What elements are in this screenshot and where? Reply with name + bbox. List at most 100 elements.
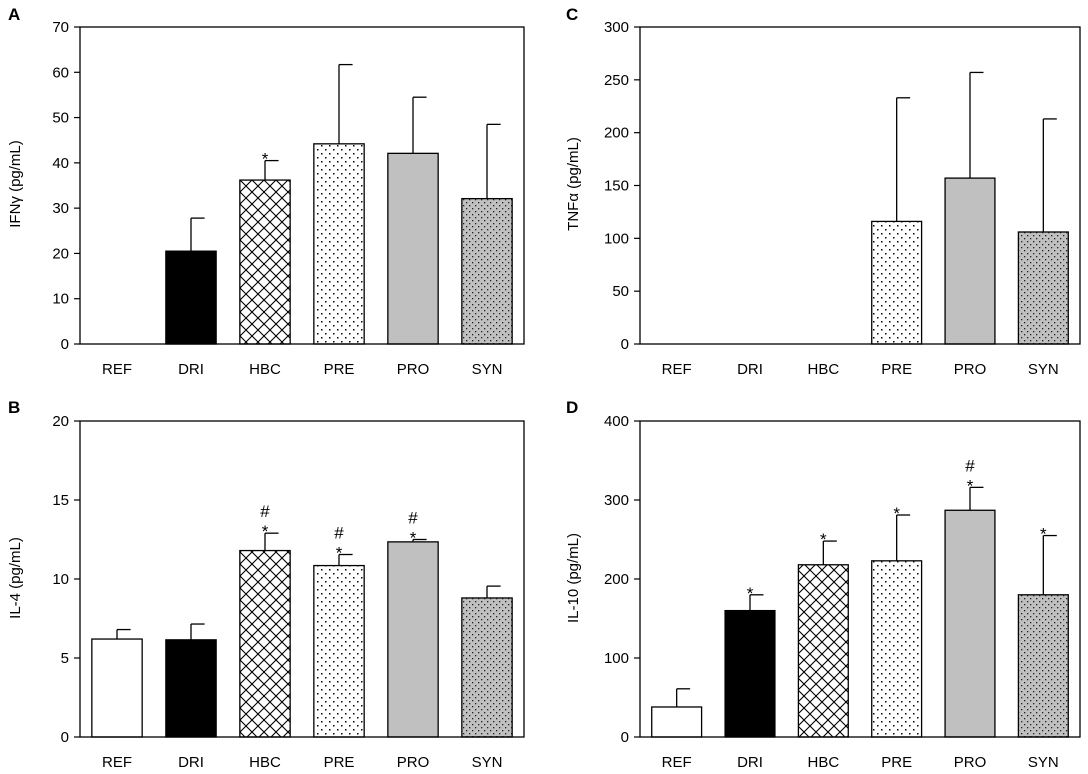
axes-frame-c <box>639 26 1081 345</box>
x-tick-label-d-syn: SYN <box>1028 754 1059 771</box>
y-axis-title-c: TNFα (pg/mL) <box>565 137 582 231</box>
significance-mark-b-hbc: * <box>262 522 269 541</box>
y-tick-label-a: 50 <box>52 110 69 127</box>
y-tick-label-a: 10 <box>52 291 69 308</box>
axes-frame-d <box>639 420 1081 738</box>
x-tick-label-c-syn: SYN <box>1028 361 1059 378</box>
bar-c-syn <box>1017 231 1069 345</box>
significance-mark-b-hbc: # <box>260 502 270 521</box>
bar-d-pro <box>944 509 996 738</box>
y-tick-label-d: 300 <box>604 492 629 509</box>
significance-mark-d-pre: * <box>893 504 900 523</box>
y-tick-label-d: 0 <box>621 729 629 746</box>
x-tick-label-b-pre: PRE <box>324 754 355 771</box>
bar-a-pre <box>313 143 365 345</box>
axes-frame-a <box>79 26 525 345</box>
y-tick-label-a: 40 <box>52 155 69 172</box>
y-tick-label-c: 150 <box>604 178 629 195</box>
x-tick-label-b-hbc: HBC <box>249 754 281 771</box>
y-axis-title-d: IL-10 (pg/mL) <box>565 533 582 623</box>
significance-mark-b-pro: * <box>410 529 417 548</box>
significance-mark-d-syn: * <box>1040 525 1047 544</box>
panel-letter-c: C <box>566 5 578 24</box>
y-tick-label-b: 15 <box>52 492 69 509</box>
y-tick-label-a: 0 <box>61 336 69 353</box>
significance-mark-b-pre: * <box>336 544 343 563</box>
x-tick-label-b-ref: REF <box>102 754 132 771</box>
x-tick-label-b-dri: DRI <box>178 754 204 771</box>
x-tick-label-c-hbc: HBC <box>807 361 839 378</box>
x-tick-label-a-pre: PRE <box>324 361 355 378</box>
y-tick-label-b: 5 <box>61 650 69 667</box>
x-tick-label-c-dri: DRI <box>737 361 763 378</box>
x-tick-label-d-hbc: HBC <box>807 754 839 771</box>
x-tick-label-a-dri: DRI <box>178 361 204 378</box>
bar-c-pro <box>944 177 996 345</box>
y-tick-label-b: 20 <box>52 413 69 430</box>
bar-d-pre <box>871 560 923 738</box>
significance-mark-d-dri: * <box>747 584 754 603</box>
bar-b-pre <box>313 564 365 738</box>
y-tick-label-d: 200 <box>604 571 629 588</box>
bar-b-dri <box>165 639 217 738</box>
significance-mark-b-pre: # <box>334 524 344 543</box>
significance-mark-b-pro: # <box>408 509 418 528</box>
bar-c-pre <box>871 220 923 345</box>
panel-letter-d: D <box>566 398 578 417</box>
panel-d: D IL-10 (pg/mL) 0 100 200 300 400 REF DRI * HBC *… <box>565 398 1081 771</box>
y-axis-title-a: IFNγ (pg/mL) <box>7 140 24 228</box>
y-tick-label-a: 20 <box>52 245 69 262</box>
bar-d-ref <box>651 706 703 738</box>
y-tick-label-a: 30 <box>52 200 69 217</box>
y-tick-label-d: 400 <box>604 413 629 430</box>
y-tick-label-c: 300 <box>604 19 629 36</box>
plot-area-a: 0 10 20 30 40 50 60 70 REF DRI HBC * PRE PRO SYN <box>52 19 513 378</box>
y-tick-label-c: 200 <box>604 125 629 142</box>
y-tick-label-c: 250 <box>604 72 629 89</box>
x-tick-label-a-syn: SYN <box>472 361 503 378</box>
significance-mark-d-pro: # <box>965 456 975 475</box>
x-tick-label-b-pro: PRO <box>397 754 430 771</box>
significance-mark-d-pro: * <box>967 476 974 495</box>
x-tick-label-c-ref: REF <box>662 361 692 378</box>
panel-letter-b: B <box>8 398 20 417</box>
panel-a: A IFNγ (pg/mL) 0 10 20 30 40 50 60 70 REF DRI HBC *… <box>7 5 525 378</box>
x-tick-label-d-pre: PRE <box>881 754 912 771</box>
bar-d-dri <box>724 609 776 738</box>
axes-frame-b <box>79 420 525 738</box>
y-tick-label-b: 0 <box>61 729 69 746</box>
y-tick-label-c: 0 <box>621 336 629 353</box>
x-tick-label-d-ref: REF <box>662 754 692 771</box>
y-tick-label-a: 70 <box>52 19 69 36</box>
bar-b-ref <box>91 638 143 738</box>
y-tick-label-b: 10 <box>52 571 69 588</box>
y-tick-label-d: 100 <box>604 650 629 667</box>
bar-d-syn <box>1017 594 1069 738</box>
x-tick-label-a-hbc: HBC <box>249 361 281 378</box>
y-axis-title-b: IL-4 (pg/mL) <box>7 537 24 619</box>
bar-b-hbc <box>239 549 291 738</box>
bar-a-dri <box>165 250 217 345</box>
y-tick-label-c: 100 <box>604 230 629 247</box>
x-tick-label-c-pro: PRO <box>954 361 987 378</box>
y-tick-label-a: 60 <box>52 64 69 81</box>
x-tick-label-a-pro: PRO <box>397 361 430 378</box>
x-tick-label-a-ref: REF <box>102 361 132 378</box>
bar-a-syn <box>461 197 513 345</box>
significance-mark-d-hbc: * <box>820 530 827 549</box>
x-tick-label-b-syn: SYN <box>472 754 503 771</box>
plot-area-c: 0 50 100 150 200 250 300 REF DRI HBC PRE PRO SYN <box>604 19 1069 378</box>
bar-a-pro <box>387 152 439 345</box>
significance-mark-a-hbc: * <box>262 150 269 169</box>
bar-b-syn <box>461 597 513 738</box>
x-tick-label-d-pro: PRO <box>954 754 987 771</box>
panel-c: C TNFα (pg/mL) 0 50 100 150 200 250 300 REF DRI H… <box>565 5 1081 378</box>
y-tick-label-c: 50 <box>612 283 629 300</box>
bar-a-hbc <box>239 179 291 345</box>
bar-d-hbc <box>797 564 849 738</box>
bar-b-pro <box>387 541 439 738</box>
